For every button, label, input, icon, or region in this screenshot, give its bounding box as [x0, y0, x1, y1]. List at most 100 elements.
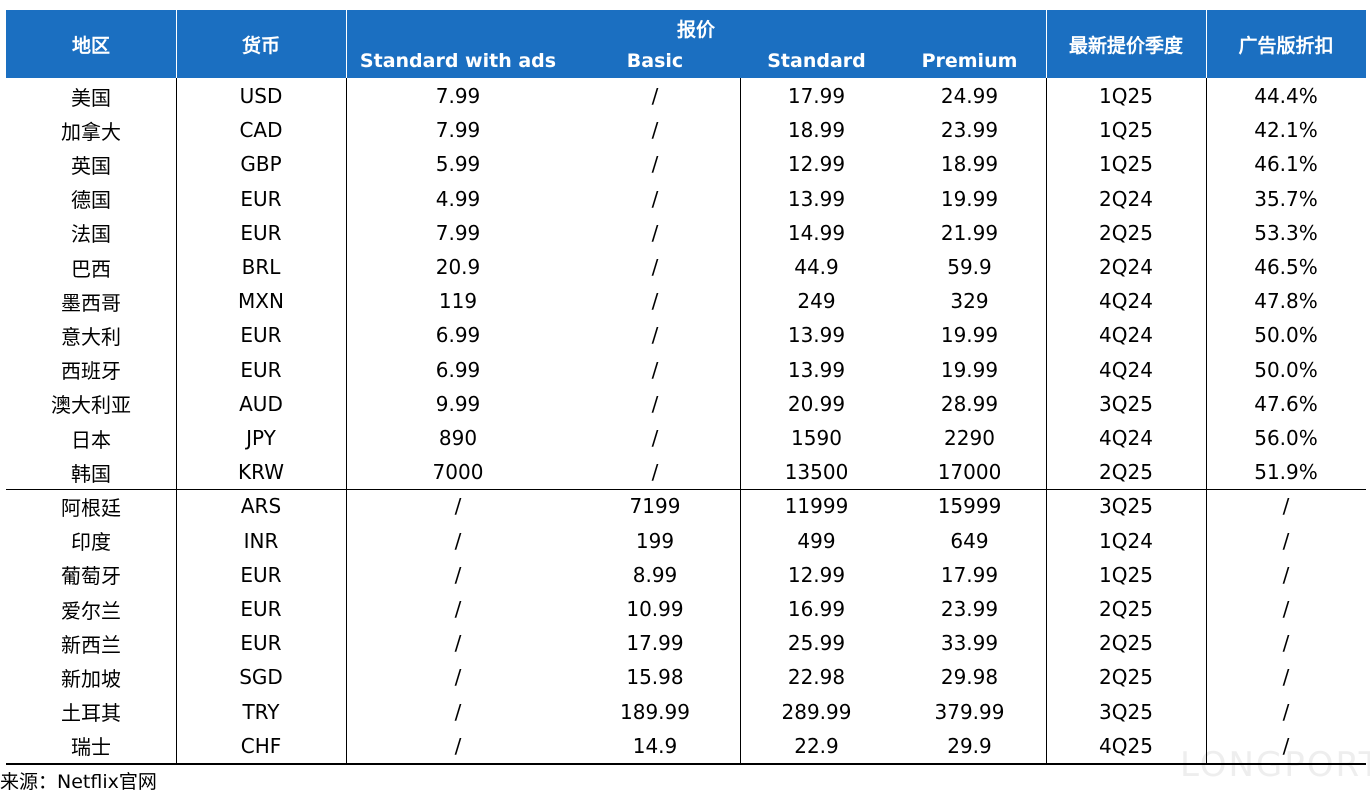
table-cell: 7000 — [432, 460, 484, 485]
table-cell: 3Q25 — [1099, 494, 1153, 519]
table-cell: 44.9 — [794, 255, 839, 280]
table-cell: 新西兰 — [61, 632, 121, 657]
table-cell: 印度 — [71, 530, 111, 555]
table-cell: / — [651, 186, 659, 211]
header-cell: Standard — [767, 50, 866, 72]
table-cell: 24.99 — [940, 84, 999, 109]
table-cell: 西班牙 — [61, 359, 121, 384]
table-cell: 意大利 — [61, 324, 121, 349]
table-cell: 1Q25 — [1099, 152, 1153, 177]
table-cell: 890 — [438, 426, 478, 451]
table-cell: AUD — [239, 391, 283, 416]
table-cell: 美国 — [71, 85, 111, 110]
table-cell: / — [651, 84, 659, 109]
table-cell: 1Q25 — [1099, 84, 1153, 109]
table-cell: / — [651, 220, 659, 245]
table-cell: 51.9% — [1254, 460, 1318, 485]
table-cell: 5.99 — [435, 152, 481, 177]
table-cell: / — [651, 289, 659, 314]
table-cell: / — [651, 323, 659, 348]
table-cell: / — [1282, 699, 1290, 724]
table-cell: 249 — [797, 289, 836, 314]
table-cell: 11999 — [784, 494, 849, 519]
table-cell: 19.99 — [940, 186, 999, 211]
table-cell: 23.99 — [940, 597, 999, 622]
table-cell: 爱尔兰 — [61, 598, 121, 623]
table-cell: 29.98 — [940, 665, 999, 690]
column-line — [740, 78, 741, 763]
table-cell: 1Q25 — [1099, 562, 1153, 587]
table-cell: 15.98 — [626, 665, 684, 690]
column-line — [1206, 78, 1207, 763]
table-cell: 1Q25 — [1099, 118, 1153, 143]
table-cell: 4Q24 — [1099, 426, 1153, 451]
table-cell: 1Q24 — [1099, 528, 1153, 553]
table-cell: 6.99 — [435, 323, 481, 348]
header-divider — [1206, 10, 1207, 78]
source-note: 来源：Netflix官网 — [0, 770, 157, 793]
table-cell: 2Q25 — [1099, 220, 1153, 245]
table-cell: 16.99 — [787, 597, 846, 622]
header-divider — [176, 10, 177, 78]
table-cell: 13.99 — [787, 323, 846, 348]
table-cell: MXN — [238, 289, 284, 314]
header-cell: 报价 — [676, 18, 715, 41]
table-cell: / — [651, 460, 659, 485]
table-cell: 46.5% — [1254, 255, 1318, 280]
table-cell: 12.99 — [787, 562, 846, 587]
table-cell: 巴西 — [71, 256, 111, 281]
table-cell: / — [454, 597, 462, 622]
table-cell: 29.9 — [947, 733, 992, 758]
table-cell: 瑞士 — [71, 735, 111, 760]
table-cell: 23.99 — [940, 118, 999, 143]
table-cell: 28.99 — [940, 391, 999, 416]
table-cell: / — [454, 631, 462, 656]
table-cell: 法国 — [71, 222, 111, 247]
column-line — [346, 78, 347, 763]
table-cell: 2Q24 — [1099, 255, 1153, 280]
divider-line — [6, 489, 1366, 491]
table-cell: 44.4% — [1254, 84, 1318, 109]
table-cell: 189.99 — [620, 699, 690, 724]
table-cell: / — [454, 528, 462, 553]
table-cell: TRY — [242, 699, 280, 724]
table-cell: KRW — [238, 460, 284, 485]
table-cell: 8.99 — [632, 562, 678, 587]
header-cell: 广告版折扣 — [1238, 34, 1334, 57]
table-cell: 6.99 — [435, 357, 481, 382]
header-cell: Premium — [921, 50, 1018, 72]
table-cell: 10.99 — [626, 597, 684, 622]
table-cell: 12.99 — [787, 152, 846, 177]
table-cell: 3Q25 — [1099, 391, 1153, 416]
table-cell: 2Q24 — [1099, 186, 1153, 211]
table-cell: 英国 — [71, 153, 111, 178]
table-cell: / — [651, 255, 659, 280]
table-cell: 53.3% — [1254, 220, 1318, 245]
table-cell: / — [454, 665, 462, 690]
table-cell: 2Q25 — [1099, 460, 1153, 485]
table-cell: 20.99 — [787, 391, 846, 416]
table-cell: 澳大利亚 — [51, 393, 131, 418]
table-cell: 新加坡 — [61, 666, 121, 691]
table-cell: 20.9 — [435, 255, 481, 280]
table-cell: 47.6% — [1254, 391, 1318, 416]
table-cell: 4Q24 — [1099, 357, 1153, 382]
table-cell: 4Q24 — [1099, 289, 1153, 314]
table-cell: 33.99 — [940, 631, 999, 656]
table-cell: ARS — [240, 494, 282, 519]
bottom-line — [6, 763, 1366, 765]
table-cell: / — [1282, 562, 1290, 587]
table-cell: 18.99 — [940, 152, 999, 177]
table-cell: 22.9 — [794, 733, 839, 758]
table-cell: USD — [239, 84, 283, 109]
table-cell: 葡萄牙 — [61, 564, 121, 589]
table-cell: / — [1282, 631, 1290, 656]
table-header — [6, 10, 1366, 78]
table-cell: 46.1% — [1254, 152, 1318, 177]
table-cell: 42.1% — [1254, 118, 1318, 143]
table-cell: 649 — [950, 528, 989, 553]
table-cell: 4Q24 — [1099, 323, 1153, 348]
table-cell: 德国 — [71, 188, 111, 213]
table-cell: CHF — [240, 733, 282, 758]
